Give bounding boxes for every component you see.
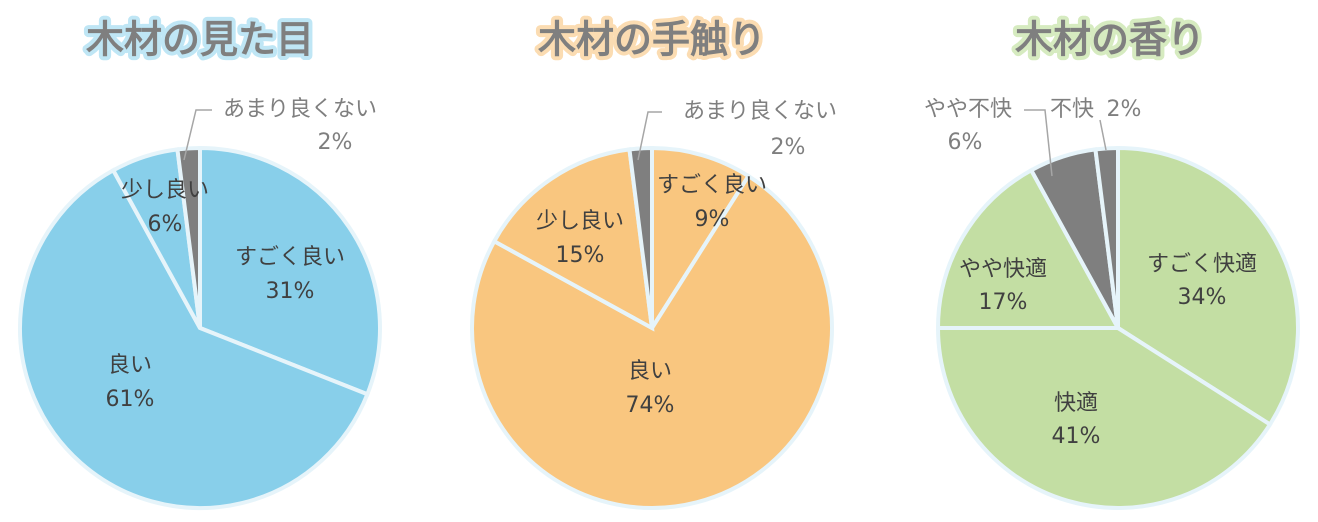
leader-line — [637, 111, 662, 161]
pie-slice — [935, 326, 1273, 510]
slice-label: 快適 — [1054, 391, 1098, 416]
slice-label: あまり良くない — [683, 99, 837, 124]
value-label: 6% — [148, 212, 183, 237]
leader-line — [183, 109, 212, 161]
value-label: 17% — [979, 290, 1028, 315]
value-label: 34% — [1178, 285, 1227, 310]
pie-slice — [470, 173, 834, 510]
chart-title: 木材の香り — [1015, 18, 1205, 62]
value-label: 2% — [1107, 97, 1142, 122]
leader-line — [1024, 109, 1053, 177]
chart-title: 木材の手触り — [538, 18, 766, 62]
pie-slice — [18, 167, 370, 510]
slice-label: 少し良い — [536, 209, 624, 234]
slice-label: 良い — [108, 353, 152, 378]
pie-slice — [1093, 145, 1120, 329]
value-label: 2% — [771, 135, 806, 160]
slice-label: すごく良い — [657, 173, 767, 198]
value-label: 6% — [948, 130, 983, 155]
slice-label: 不快 — [1050, 97, 1094, 122]
slice-label: 良い — [628, 359, 672, 384]
value-label: 74% — [626, 393, 675, 418]
slice-label: すごく良い — [235, 245, 345, 270]
pie-slice — [198, 145, 382, 397]
value-label: 31% — [266, 279, 315, 304]
slice-label: 少し良い — [121, 178, 209, 203]
slice-label: すごく快適 — [1147, 252, 1257, 277]
slice-label: やや快適 — [959, 257, 1047, 282]
chart-title: 木材の見た目 — [86, 18, 314, 62]
value-label: 41% — [1052, 424, 1101, 449]
value-label: 2% — [318, 130, 353, 155]
pie-slice — [175, 145, 202, 329]
leader-line — [1099, 119, 1107, 151]
pie-slice — [650, 145, 752, 335]
pie-slice — [935, 167, 1122, 330]
value-label: 15% — [556, 243, 605, 268]
value-label: 9% — [695, 207, 730, 232]
slice-label: あまり良くない — [223, 97, 377, 122]
pie-slice — [491, 147, 655, 332]
slice-label: やや不快 — [924, 97, 1012, 122]
value-label: 61% — [106, 387, 155, 412]
